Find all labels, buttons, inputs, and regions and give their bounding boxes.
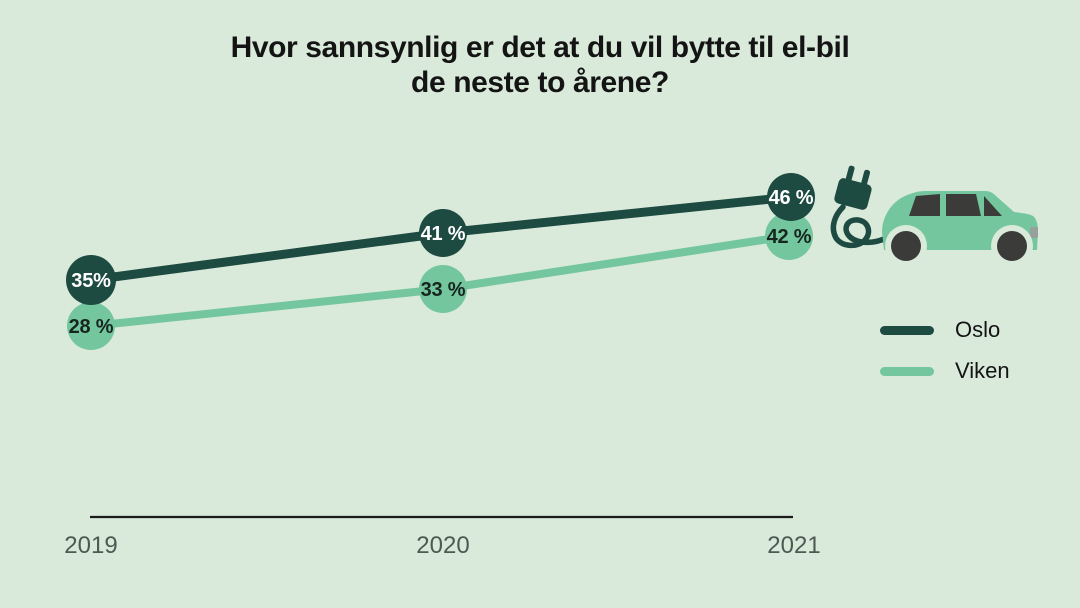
viken-legend-swatch — [880, 366, 934, 376]
chart-title-line2: de neste to årene? — [411, 66, 669, 99]
oslo-value-2020: 41 % — [421, 223, 466, 245]
oslo-point-2021 — [767, 173, 815, 221]
viken-point-2021 — [765, 212, 813, 260]
oslo-point-2020 — [419, 209, 467, 257]
x-tick-2020: 2020 — [416, 532, 469, 559]
plug-body — [834, 178, 872, 210]
viken-point-2019 — [67, 302, 115, 350]
plug-prong-left — [845, 165, 855, 182]
oslo-value-2021: 46 % — [769, 187, 814, 209]
x-tick-2019: 2019 — [64, 532, 117, 559]
legend-row-viken: Viken — [880, 358, 1010, 383]
electric-car-illustration — [830, 165, 1038, 267]
car-window-rear — [909, 194, 940, 216]
oslo-value-2019: 35% — [71, 270, 111, 292]
plug-icon — [834, 165, 872, 210]
chart-title-line1: Hvor sannsynlig er det at du vil bytte t… — [230, 31, 850, 64]
viken-value-2020: 33 % — [421, 279, 466, 301]
chart-title: Hvor sannsynlig er det at du vil bytte t… — [0, 30, 1080, 100]
viken-legend-label: Viken — [955, 358, 1010, 383]
viken-value-2021: 42 % — [767, 226, 812, 248]
car-headlight — [1030, 227, 1038, 238]
legend: Oslo Viken — [880, 317, 1010, 383]
viken-point-2020 — [419, 265, 467, 313]
car-wheel-rear — [891, 231, 921, 261]
car-windshield — [984, 196, 1002, 216]
x-tick-2021: 2021 — [767, 532, 820, 559]
car-wheel-front — [997, 231, 1027, 261]
plug-prong-right — [861, 169, 871, 186]
oslo-legend-swatch — [880, 325, 934, 335]
oslo-legend-label: Oslo — [955, 317, 1001, 342]
charging-cable-icon — [830, 204, 889, 249]
viken-value-2019: 28 % — [69, 316, 114, 338]
car-window-front — [946, 194, 981, 216]
legend-row-oslo: Oslo — [880, 317, 1010, 342]
oslo-point-2019 — [66, 255, 116, 305]
